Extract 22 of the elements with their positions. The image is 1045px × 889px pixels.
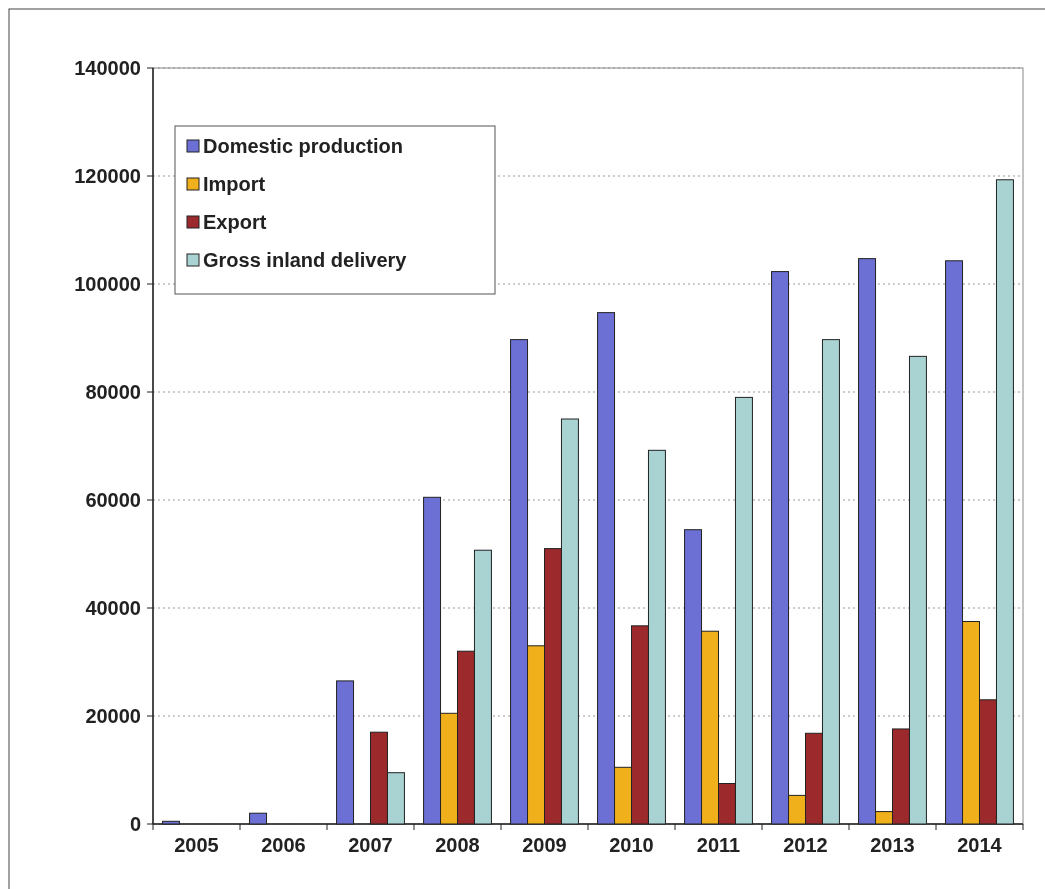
y-tick-label: 80000: [85, 381, 141, 403]
x-tick-label: 2006: [261, 834, 306, 856]
y-tick-label: 40000: [85, 597, 141, 619]
y-tick-label: 20000: [85, 705, 141, 727]
x-tick-label: 2011: [696, 834, 741, 856]
x-tick-label: 2008: [435, 834, 480, 856]
x-tick-label: 2010: [609, 834, 654, 856]
y-tick-label: 140000: [74, 57, 141, 79]
x-tick-label: 2007: [348, 834, 393, 856]
y-tick-label: 120000: [74, 165, 141, 187]
legend-label: Gross inland delivery: [203, 249, 408, 271]
y-tick-label: 60000: [85, 489, 141, 511]
legend-label: Import: [203, 173, 266, 195]
x-tick-label: 2014: [957, 834, 1003, 856]
x-tick-label: 2012: [783, 834, 828, 856]
legend-label: Domestic production: [203, 135, 404, 157]
y-tick-label: 100000: [74, 273, 141, 295]
x-tick-label: 2009: [522, 834, 567, 856]
legend-label: Export: [203, 211, 267, 233]
x-tick-label: 2005: [174, 834, 219, 856]
x-tick-label: 2013: [870, 834, 915, 856]
y-tick-label: 0: [129, 813, 141, 835]
